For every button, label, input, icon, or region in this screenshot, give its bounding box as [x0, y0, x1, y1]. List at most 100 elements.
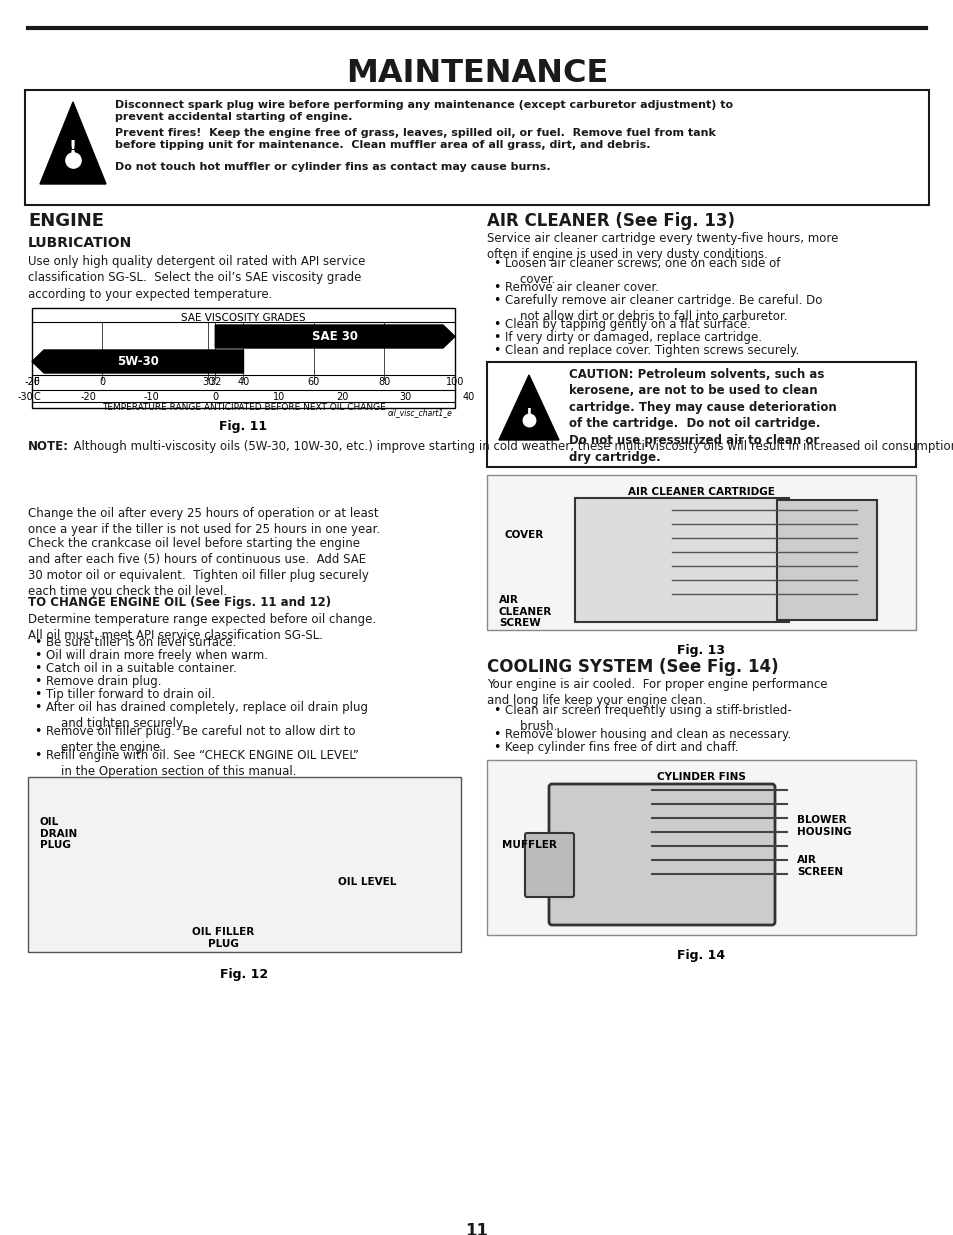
Text: Remove air cleaner cover.: Remove air cleaner cover. — [504, 282, 659, 294]
Text: •: • — [493, 317, 500, 331]
Text: OIL LEVEL: OIL LEVEL — [337, 877, 395, 887]
Text: SAE VISCOSITY GRADES: SAE VISCOSITY GRADES — [181, 312, 306, 324]
Text: 32: 32 — [209, 377, 221, 387]
Text: If very dirty or damaged, replace cartridge.: If very dirty or damaged, replace cartri… — [504, 331, 761, 345]
Text: MUFFLER: MUFFLER — [501, 840, 557, 850]
Text: Keep cylinder fins free of dirt and chaff.: Keep cylinder fins free of dirt and chaf… — [504, 741, 738, 755]
Text: Remove oil filler plug.  Be careful not to allow dirt to
    enter the engine.: Remove oil filler plug. Be careful not t… — [46, 725, 355, 755]
Text: Loosen air cleaner screws, one on each side of
    cover.: Loosen air cleaner screws, one on each s… — [504, 257, 780, 287]
Text: Clean and replace cover. Tighten screws securely.: Clean and replace cover. Tighten screws … — [504, 345, 799, 357]
FancyBboxPatch shape — [25, 90, 928, 205]
Text: AIR
CLEANER
SCREW: AIR CLEANER SCREW — [498, 595, 552, 629]
FancyBboxPatch shape — [486, 760, 915, 935]
Text: OIL
DRAIN
PLUG: OIL DRAIN PLUG — [40, 818, 77, 850]
Text: -30: -30 — [17, 391, 32, 403]
Text: Remove drain plug.: Remove drain plug. — [46, 676, 161, 688]
Text: -20: -20 — [24, 377, 40, 387]
Text: Your engine is air cooled.  For proper engine performance
and long life keep you: Your engine is air cooled. For proper en… — [486, 678, 826, 706]
Text: F: F — [34, 377, 40, 387]
Text: ENGINE: ENGINE — [28, 212, 104, 230]
Text: NOTE:: NOTE: — [28, 440, 69, 453]
Text: Clean air screen frequently using a stiff-bristled-
    brush.: Clean air screen frequently using a stif… — [504, 704, 791, 734]
Text: Refill engine with oil. See “CHECK ENGINE OIL LEVEL”
    in the Operation sectio: Refill engine with oil. See “CHECK ENGIN… — [46, 748, 358, 778]
Text: Oil will drain more freely when warm.: Oil will drain more freely when warm. — [46, 650, 268, 662]
Text: Although multi-viscosity oils (5W-30, 10W-30, etc.) improve starting in cold wea: Although multi-viscosity oils (5W-30, 10… — [66, 440, 953, 453]
Text: -10: -10 — [144, 391, 159, 403]
Text: •: • — [34, 725, 42, 739]
Polygon shape — [498, 375, 558, 440]
Text: 80: 80 — [378, 377, 390, 387]
FancyBboxPatch shape — [524, 832, 574, 897]
Text: •: • — [493, 741, 500, 755]
Text: TO CHANGE ENGINE OIL (See Figs. 11 and 12): TO CHANGE ENGINE OIL (See Figs. 11 and 1… — [28, 597, 331, 609]
Text: AIR CLEANER CARTRIDGE: AIR CLEANER CARTRIDGE — [627, 487, 774, 496]
Text: LUBRICATION: LUBRICATION — [28, 236, 132, 249]
Text: 30: 30 — [399, 391, 412, 403]
Text: •: • — [34, 688, 42, 701]
Text: Fig. 13: Fig. 13 — [677, 643, 724, 657]
Text: Fig. 12: Fig. 12 — [220, 968, 269, 981]
Text: TEMPERATURE RANGE ANTICIPATED BEFORE NEXT OIL CHANGE: TEMPERATURE RANGE ANTICIPATED BEFORE NEX… — [102, 403, 385, 412]
Text: Service air cleaner cartridge every twenty-five hours, more
often if engine is u: Service air cleaner cartridge every twen… — [486, 232, 838, 261]
FancyBboxPatch shape — [776, 500, 876, 620]
Text: Carefully remove air cleaner cartridge. Be careful. Do
    not allow dirt or deb: Carefully remove air cleaner cartridge. … — [504, 294, 821, 324]
Text: Use only high quality detergent oil rated with API service
classification SG-SL.: Use only high quality detergent oil rate… — [28, 254, 365, 301]
Text: •: • — [493, 345, 500, 357]
FancyBboxPatch shape — [575, 498, 788, 622]
Polygon shape — [32, 350, 243, 373]
Text: •: • — [493, 294, 500, 308]
Text: 60: 60 — [308, 377, 320, 387]
Text: -20: -20 — [80, 391, 96, 403]
Text: Check the crankcase oil level before starting the engine
and after each five (5): Check the crankcase oil level before sta… — [28, 537, 369, 598]
Text: C: C — [34, 391, 41, 403]
Text: •: • — [493, 282, 500, 294]
Text: Disconnect spark plug wire before performing any maintenance (except carburetor : Disconnect spark plug wire before perfor… — [115, 100, 732, 122]
Text: Fig. 11: Fig. 11 — [219, 420, 267, 433]
Text: BLOWER
HOUSING: BLOWER HOUSING — [796, 815, 851, 836]
Text: Remove blower housing and clean as necessary.: Remove blower housing and clean as neces… — [504, 727, 790, 741]
Text: •: • — [34, 650, 42, 662]
Text: COOLING SYSTEM (See Fig. 14): COOLING SYSTEM (See Fig. 14) — [486, 658, 778, 676]
Text: Tip tiller forward to drain oil.: Tip tiller forward to drain oil. — [46, 688, 214, 701]
Text: 11: 11 — [465, 1221, 488, 1235]
Text: •: • — [34, 748, 42, 762]
Text: 10: 10 — [273, 391, 285, 403]
Text: Catch oil in a suitable container.: Catch oil in a suitable container. — [46, 662, 236, 676]
Text: Clean by tapping gently on a flat surface.: Clean by tapping gently on a flat surfac… — [504, 317, 750, 331]
Text: •: • — [34, 636, 42, 650]
Text: MAINTENANCE: MAINTENANCE — [346, 58, 607, 89]
Text: •: • — [34, 676, 42, 688]
FancyBboxPatch shape — [486, 475, 915, 630]
Text: •: • — [493, 704, 500, 718]
Text: After oil has drained completely, replace oil drain plug
    and tighten securel: After oil has drained completely, replac… — [46, 701, 368, 730]
Text: SAE 30: SAE 30 — [312, 330, 357, 343]
Text: 0: 0 — [99, 377, 106, 387]
Text: Prevent fires!  Keep the engine free of grass, leaves, spilled oil, or fuel.  Re: Prevent fires! Keep the engine free of g… — [115, 128, 715, 151]
Text: 5W-30: 5W-30 — [116, 354, 158, 368]
Text: Do not touch hot muffler or cylinder fins as contact may cause burns.: Do not touch hot muffler or cylinder fin… — [115, 162, 550, 172]
Text: •: • — [493, 331, 500, 345]
Polygon shape — [40, 103, 106, 184]
Text: 40: 40 — [462, 391, 475, 403]
Text: oil_visc_chart1_e: oil_visc_chart1_e — [388, 408, 453, 417]
Text: AIR
SCREEN: AIR SCREEN — [796, 855, 842, 877]
Text: !: ! — [525, 408, 532, 422]
FancyBboxPatch shape — [548, 784, 774, 925]
Text: •: • — [34, 701, 42, 714]
Text: CAUTION: Petroleum solvents, such as
kerosene, are not to be used to clean
cartr: CAUTION: Petroleum solvents, such as ker… — [568, 368, 836, 463]
Text: 20: 20 — [335, 391, 348, 403]
Text: Change the oil after every 25 hours of operation or at least
once a year if the : Change the oil after every 25 hours of o… — [28, 508, 379, 536]
FancyBboxPatch shape — [486, 362, 915, 467]
Polygon shape — [215, 325, 455, 348]
FancyBboxPatch shape — [28, 777, 460, 952]
Text: AIR CLEANER (See Fig. 13): AIR CLEANER (See Fig. 13) — [486, 212, 734, 230]
Text: OIL FILLER
PLUG: OIL FILLER PLUG — [192, 927, 253, 948]
Text: Determine temperature range expected before oil change.
All oil must  meet API s: Determine temperature range expected bef… — [28, 613, 375, 642]
FancyBboxPatch shape — [32, 308, 455, 408]
Text: Be sure tiller is on level surface.: Be sure tiller is on level surface. — [46, 636, 236, 650]
Text: COVER: COVER — [504, 530, 543, 540]
Text: •: • — [493, 727, 500, 741]
Text: Fig. 14: Fig. 14 — [677, 948, 724, 962]
Text: •: • — [34, 662, 42, 676]
Text: •: • — [493, 257, 500, 270]
